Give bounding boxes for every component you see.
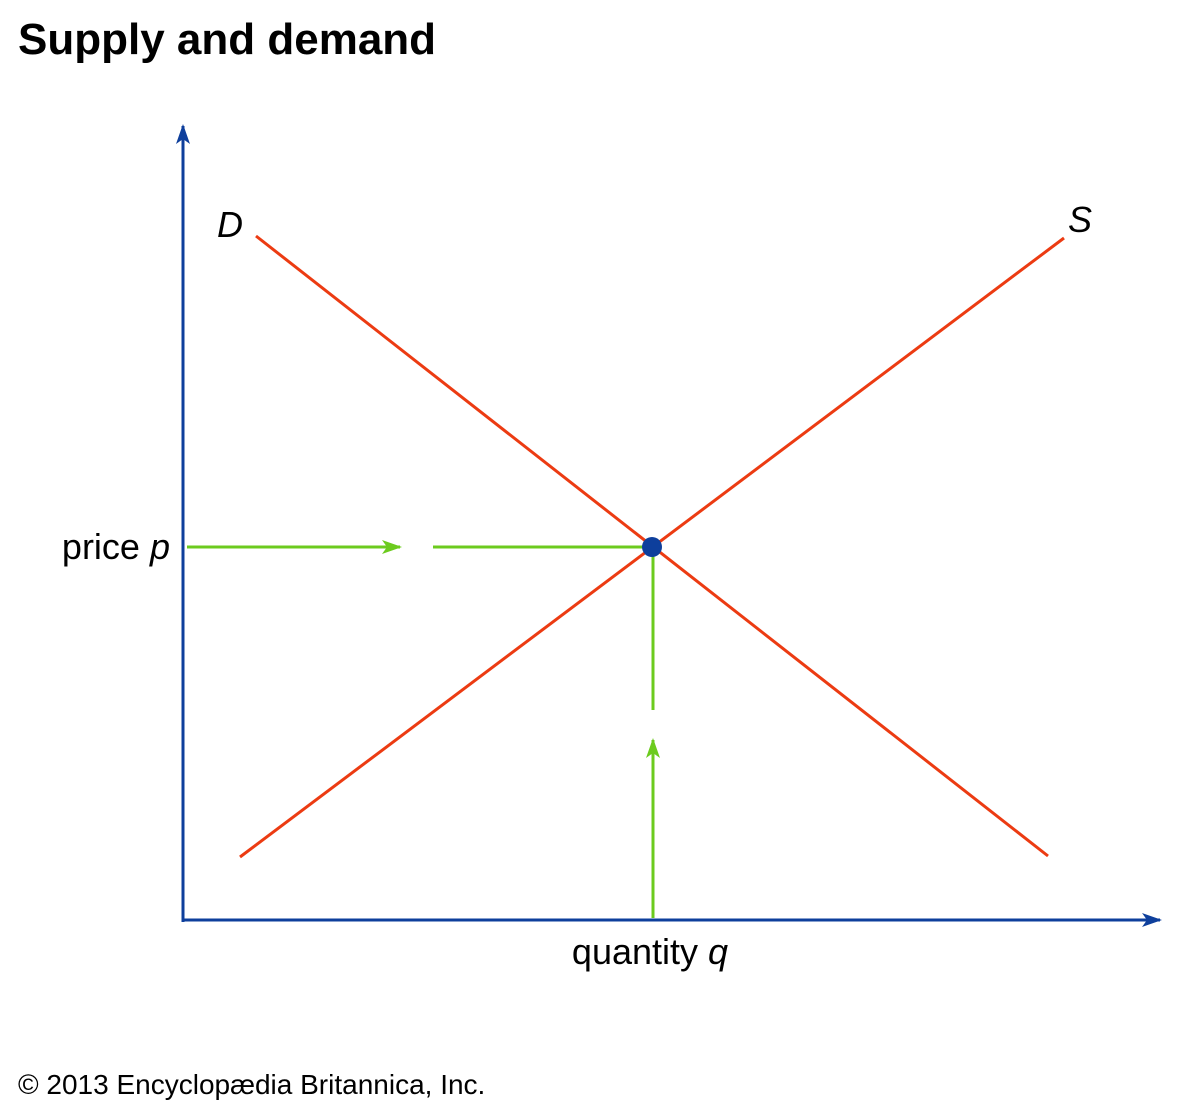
x-axis-label-text: quantity (572, 931, 698, 972)
y-axis-label: price p (62, 526, 170, 567)
title: Supply and demand (18, 15, 436, 64)
curve-label: S (1068, 199, 1092, 240)
y-axis-label-text: price (62, 526, 140, 567)
x-axis-label: quantity q (572, 931, 728, 972)
x-axis-variable: q (708, 931, 728, 972)
footer: © 2013 Encyclopædia Britannica, Inc. (18, 1069, 485, 1100)
equilibrium-point (642, 537, 662, 557)
y-axis-variable: p (149, 526, 170, 567)
curve-label: D (217, 204, 243, 245)
